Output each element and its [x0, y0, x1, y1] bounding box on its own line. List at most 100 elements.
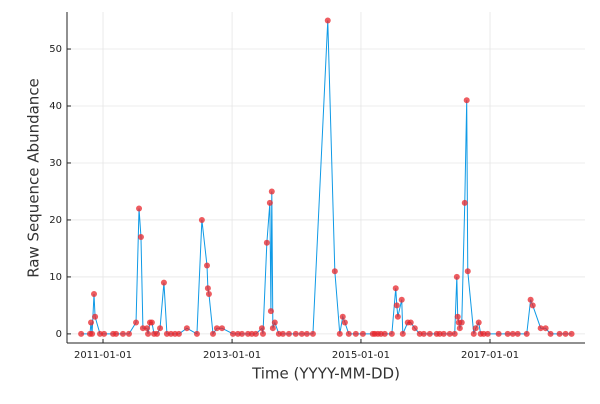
x-tick-label: 2011-01-01	[74, 350, 132, 361]
data-point	[393, 302, 400, 309]
data-point	[359, 330, 366, 337]
data-point	[407, 319, 414, 326]
data-point	[454, 313, 461, 320]
data-point	[279, 330, 286, 337]
data-point	[193, 330, 200, 337]
data-point	[269, 325, 276, 332]
data-point	[562, 330, 569, 337]
data-point	[556, 330, 563, 337]
data-point	[125, 330, 132, 337]
data-point	[292, 330, 299, 337]
data-point	[285, 330, 292, 337]
y-tick-label: 0	[56, 329, 62, 340]
data-point	[238, 330, 245, 337]
data-point	[160, 279, 167, 286]
data-point	[470, 330, 477, 337]
data-point	[331, 268, 338, 275]
data-point	[381, 330, 388, 337]
data-point	[336, 330, 343, 337]
data-point	[472, 325, 479, 332]
data-point	[309, 330, 316, 337]
data-point	[527, 296, 534, 303]
data-point	[446, 330, 453, 337]
data-point	[529, 302, 536, 309]
data-point	[268, 188, 275, 195]
data-point	[143, 325, 150, 332]
data-point	[137, 234, 144, 241]
data-point	[537, 325, 544, 332]
data-point	[440, 330, 447, 337]
data-line	[81, 20, 572, 336]
data-point	[420, 330, 427, 337]
y-axis-label: Raw Sequence Abundance	[25, 78, 43, 278]
data-point	[205, 291, 212, 298]
data-point	[345, 330, 352, 337]
data-point	[213, 325, 220, 332]
data-point	[145, 330, 152, 337]
data-point	[154, 330, 161, 337]
data-point	[88, 319, 95, 326]
data-point	[504, 330, 511, 337]
data-point	[198, 216, 205, 223]
data-point	[426, 330, 433, 337]
data-point	[339, 313, 346, 320]
data-point	[210, 330, 217, 337]
data-point	[92, 313, 99, 320]
data-point	[456, 325, 463, 332]
data-point	[392, 285, 399, 292]
data-point	[399, 330, 406, 337]
data-point	[352, 330, 359, 337]
data-point	[271, 319, 278, 326]
data-point	[298, 330, 305, 337]
data-point	[133, 319, 140, 326]
data-point	[204, 262, 211, 269]
x-axis-label: Time (YYYY-MM-DD)	[251, 365, 400, 383]
data-point	[514, 330, 521, 337]
data-point	[89, 330, 96, 337]
data-point	[259, 330, 266, 337]
data-point	[547, 330, 554, 337]
y-tick-label: 40	[49, 101, 62, 112]
data-point	[324, 17, 331, 24]
data-point	[267, 308, 274, 315]
data-point	[451, 330, 458, 337]
data-point	[229, 330, 236, 337]
data-point	[341, 319, 348, 326]
data-point	[509, 330, 516, 337]
data-point	[78, 330, 85, 337]
data-point	[398, 296, 405, 303]
x-tick-label: 2017-01-01	[461, 350, 519, 361]
y-tick-label: 20	[49, 215, 62, 226]
data-point	[183, 325, 190, 332]
data-point	[475, 319, 482, 326]
data-point	[91, 291, 98, 298]
data-point	[252, 330, 259, 337]
data-point	[303, 330, 310, 337]
y-tick-label: 10	[49, 272, 62, 283]
y-tick-label: 50	[49, 44, 62, 55]
data-point	[453, 273, 460, 280]
data-point	[495, 330, 502, 337]
data-point	[148, 319, 155, 326]
data-point	[542, 325, 549, 332]
data-point	[263, 239, 270, 246]
data-point	[204, 285, 211, 292]
x-tick-label: 2013-01-01	[203, 350, 261, 361]
data-point	[568, 330, 575, 337]
data-point	[411, 325, 418, 332]
data-point	[119, 330, 126, 337]
data-point	[258, 325, 265, 332]
data-point	[484, 330, 491, 337]
data-point	[461, 199, 468, 206]
data-point	[523, 330, 530, 337]
data-point	[113, 330, 120, 337]
data-point	[219, 325, 226, 332]
data-point	[394, 313, 401, 320]
data-point	[175, 330, 182, 337]
data-point	[463, 97, 470, 104]
data-point	[458, 319, 465, 326]
data-point	[101, 330, 108, 337]
data-point	[266, 199, 273, 206]
data-point	[136, 205, 143, 212]
